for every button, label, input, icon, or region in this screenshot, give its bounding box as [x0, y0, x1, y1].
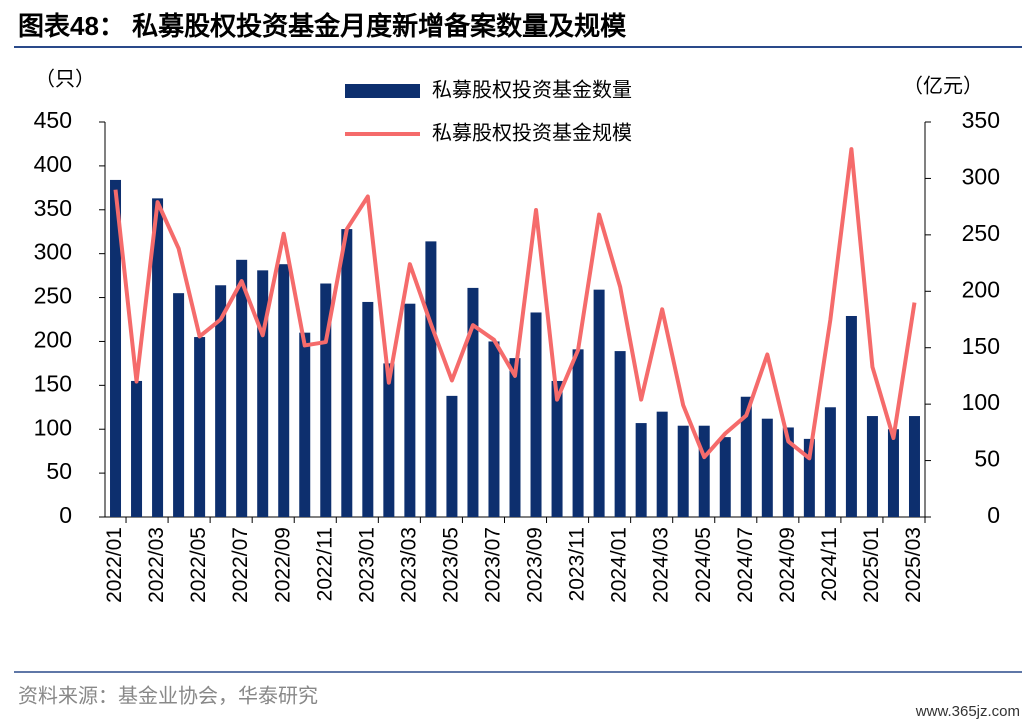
bar — [656, 411, 668, 517]
legend-swatch — [345, 84, 420, 98]
chart-title: 图表48： 私募股权投资基金月度新增备案数量及规模 — [18, 11, 627, 41]
x-tick-label: 2023/01 — [355, 527, 378, 603]
bar — [278, 264, 290, 517]
y2-tick-label: 50 — [974, 446, 1000, 472]
y2-tick-label: 150 — [962, 333, 1000, 359]
bar — [320, 283, 332, 517]
bar — [404, 303, 416, 517]
bar — [425, 241, 437, 517]
bar — [866, 416, 878, 517]
bar — [845, 315, 857, 517]
bar — [698, 425, 710, 517]
bar — [383, 363, 395, 517]
y-tick-label: 350 — [34, 195, 72, 221]
y2-tick-label: 300 — [962, 164, 1000, 190]
bar — [824, 407, 836, 517]
bar — [614, 351, 626, 517]
x-tick-label: 2022/09 — [271, 527, 294, 603]
x-tick-label: 2023/07 — [482, 527, 505, 603]
bar — [719, 437, 731, 517]
y-tick-label: 450 — [34, 107, 72, 133]
bar — [908, 416, 920, 517]
y-tick-label: 0 — [59, 502, 72, 528]
x-tick-label: 2022/01 — [103, 527, 126, 603]
bar — [509, 358, 521, 517]
x-tick-label: 2023/09 — [524, 527, 547, 603]
bar — [152, 198, 164, 517]
x-tick-label: 2024/11 — [818, 527, 841, 601]
x-tick-label: 2024/09 — [776, 527, 799, 603]
bar — [257, 270, 269, 517]
y-tick-label: 250 — [34, 283, 72, 309]
y2-axis-label: （亿元） — [903, 74, 983, 97]
bar — [677, 425, 689, 517]
bar — [761, 418, 773, 517]
y-tick-label: 400 — [34, 151, 72, 177]
bar — [887, 429, 899, 517]
x-tick-label: 2025/01 — [860, 527, 883, 603]
bar — [299, 332, 311, 517]
y2-tick-label: 350 — [962, 107, 1000, 133]
legend-label: 私募股权投资基金数量 — [432, 78, 632, 101]
y-tick-label: 100 — [34, 414, 72, 440]
bar — [740, 396, 752, 517]
x-tick-label: 2023/11 — [566, 527, 589, 601]
x-tick-label: 2022/11 — [313, 527, 336, 601]
legend-label: 私募股权投资基金规模 — [432, 121, 632, 144]
bar — [530, 312, 542, 517]
bar — [446, 395, 458, 517]
bar — [635, 423, 647, 517]
x-tick-label: 2024/05 — [692, 527, 715, 603]
bar — [194, 337, 206, 517]
y2-tick-label: 200 — [962, 276, 1000, 302]
x-tick-label: 2022/05 — [187, 527, 210, 603]
x-tick-label: 2024/03 — [650, 527, 673, 603]
watermark: www.365jz.com — [915, 703, 1020, 720]
bar — [803, 438, 815, 517]
bar — [215, 285, 227, 517]
x-tick-label: 2022/07 — [229, 527, 252, 603]
bar — [467, 287, 479, 517]
y2-tick-label: 100 — [962, 389, 1000, 415]
y-tick-label: 50 — [46, 458, 72, 484]
y2-tick-label: 250 — [962, 220, 1000, 246]
bar — [551, 380, 563, 517]
x-tick-label: 2024/01 — [608, 527, 631, 603]
y-tick-label: 200 — [34, 327, 72, 353]
x-tick-label: 2024/07 — [734, 527, 757, 603]
line — [113, 147, 917, 461]
bar — [572, 349, 584, 517]
x-tick-label: 2022/03 — [145, 527, 168, 603]
bar — [341, 229, 353, 518]
bar — [173, 293, 185, 517]
bar — [593, 289, 605, 517]
y-tick-label: 300 — [34, 239, 72, 265]
y-axis-label: （只） — [35, 67, 95, 90]
x-tick-label: 2023/05 — [439, 527, 462, 603]
bar — [782, 427, 794, 517]
y-tick-label: 150 — [34, 370, 72, 396]
x-tick-label: 2023/03 — [397, 527, 420, 603]
bar — [488, 341, 500, 517]
bar — [110, 179, 122, 517]
bar — [362, 301, 374, 517]
bar — [236, 259, 248, 517]
x-tick-label: 2025/03 — [902, 527, 925, 603]
y2-tick-label: 0 — [987, 502, 1000, 528]
bar — [131, 380, 143, 517]
source: 资料来源：基金业协会，华泰研究 — [18, 684, 318, 707]
